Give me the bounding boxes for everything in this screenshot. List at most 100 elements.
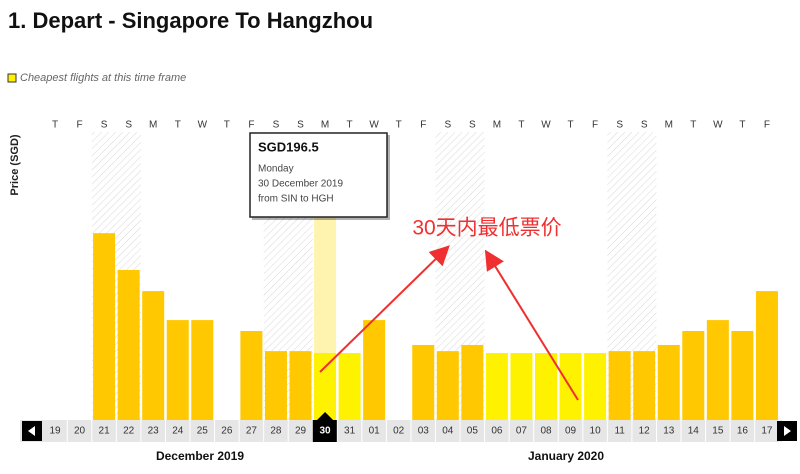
x-tick-label: 27 — [246, 426, 258, 437]
weekday-label: F — [420, 120, 426, 131]
bar — [289, 351, 312, 420]
chart-title: 1. Depart - Singapore To Hangzhou — [8, 8, 373, 33]
annotation-arrow — [484, 249, 579, 401]
bar — [755, 291, 778, 420]
weekday-label: T — [567, 120, 573, 131]
x-tick-label: 13 — [663, 426, 675, 437]
weekday-label: T — [690, 120, 696, 131]
x-tick-label: 25 — [197, 426, 209, 437]
weekday-label: M — [493, 120, 501, 131]
weekday-label: T — [224, 120, 230, 131]
tooltip-box — [249, 132, 388, 218]
x-tick-label: 07 — [516, 426, 528, 437]
x-tick-label: 08 — [540, 426, 552, 437]
weekday-label: S — [616, 120, 623, 131]
x-tick-label: 16 — [737, 426, 749, 437]
weekday-label: W — [713, 120, 723, 131]
bar — [535, 353, 557, 420]
tooltip-route: from SIN to HGH — [258, 194, 334, 205]
tooltip-day: Monday — [258, 164, 294, 175]
annotation: 30天内最低票价 — [412, 217, 561, 240]
legend-label: Cheapest flights at this time frame — [20, 72, 186, 84]
x-tick-label: 02 — [393, 426, 405, 437]
x-tick-label: 20 — [74, 426, 86, 437]
bar — [461, 344, 484, 420]
bar — [608, 351, 631, 420]
tooltip-price: SGD196.5 — [258, 139, 319, 154]
y-axis-label: Price (SGD) — [9, 134, 21, 195]
x-tick-label: 03 — [418, 426, 430, 437]
x-tick-label: 26 — [221, 426, 233, 437]
bar — [584, 353, 607, 420]
weekday-label: S — [125, 120, 132, 131]
bar — [731, 331, 754, 420]
x-tick-label: 15 — [712, 426, 724, 437]
bar — [706, 320, 729, 420]
bar — [314, 353, 337, 420]
bar — [363, 320, 386, 420]
prev-icon — [28, 426, 35, 436]
weekday-label: S — [469, 120, 476, 131]
x-tick-label: 28 — [270, 426, 282, 437]
x-tick-label: 05 — [467, 426, 479, 437]
x-tick-label: 22 — [123, 426, 135, 437]
weekday-label: S — [641, 120, 648, 131]
x-tick-label: 21 — [99, 426, 111, 437]
bar — [166, 320, 189, 420]
x-tick-label: 11 — [614, 426, 625, 437]
bar — [93, 233, 116, 420]
bar — [240, 331, 263, 420]
tooltip-date: 30 December 2019 — [258, 179, 343, 190]
weekday-label: S — [297, 120, 304, 131]
weekday-label: T — [175, 120, 181, 131]
bar — [117, 269, 140, 420]
bar — [682, 331, 705, 420]
weekday-label: S — [273, 120, 280, 131]
weekday-label: W — [369, 120, 379, 131]
x-tick-label: 17 — [761, 426, 773, 437]
x-tick-label: 10 — [590, 426, 602, 437]
weekday-label: T — [52, 120, 58, 131]
x-tick-label: 12 — [639, 426, 651, 437]
weekday-label: T — [518, 120, 524, 131]
bar — [142, 291, 165, 420]
bar — [657, 344, 680, 420]
weekday-label: T — [396, 120, 402, 131]
bar — [436, 351, 459, 420]
weekday-label: M — [321, 120, 329, 131]
x-tick-label: 09 — [565, 426, 577, 437]
x-tick-label: 04 — [442, 426, 454, 437]
x-tick-label: 14 — [688, 426, 700, 437]
weekday-label: F — [764, 120, 770, 131]
bar — [412, 344, 435, 420]
annotation-arrow — [319, 245, 450, 373]
bar — [633, 351, 656, 420]
weekday-label: T — [347, 120, 353, 131]
tooltip: SGD196.5 Monday 30 December 2019 from SI… — [249, 132, 390, 220]
next-icon — [784, 426, 791, 436]
weekday-label: F — [76, 120, 82, 131]
date-strip — [20, 420, 782, 442]
bar — [510, 353, 533, 420]
bar — [338, 353, 361, 420]
x-tick-label: 29 — [295, 426, 307, 437]
bar — [191, 320, 214, 420]
weekday-label: S — [444, 120, 451, 131]
x-tick-label: 24 — [172, 426, 184, 437]
legend-swatch — [7, 73, 17, 83]
x-tick-label: 19 — [49, 426, 61, 437]
weekday-label: F — [248, 120, 254, 131]
month-label: December 2019 — [156, 449, 244, 463]
selected-marker — [317, 412, 334, 420]
weekday-label: W — [541, 120, 551, 131]
x-tick-label: 30 — [319, 426, 331, 437]
weekday-label: F — [592, 120, 598, 131]
selected-date — [312, 420, 338, 442]
bar — [264, 351, 287, 420]
weekday-label: M — [149, 120, 157, 131]
weekday-label: W — [198, 120, 208, 131]
x-tick-label: 06 — [491, 426, 503, 437]
weekday-label: T — [739, 120, 745, 131]
x-tick-label: 31 — [344, 426, 356, 437]
